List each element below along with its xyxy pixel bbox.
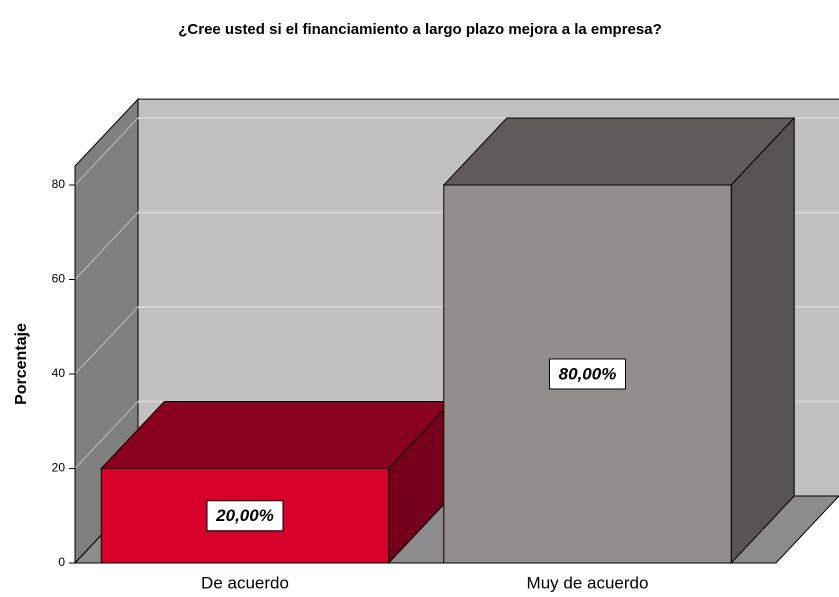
grid-line — [74, 212, 139, 280]
x-tick-label: Muy de acuerdo — [527, 573, 649, 592]
chart-title: ¿Cree usted si el financiamiento a largo… — [178, 21, 662, 38]
x-tick-label: De acuerdo — [201, 573, 289, 592]
grid-line — [74, 306, 139, 375]
grid-line — [74, 117, 139, 186]
y-tick-label: 0 — [58, 555, 65, 569]
y-tick-label: 80 — [52, 177, 66, 191]
y-tick-label: 60 — [52, 272, 66, 286]
y-tick-label: 40 — [52, 366, 66, 380]
value-label: 80,00% — [559, 364, 617, 383]
value-label-box — [548, 358, 626, 390]
value-label-box — [206, 500, 284, 532]
value-label: 20,00% — [215, 506, 274, 525]
y-axis-label: Porcentaje — [13, 323, 30, 405]
y-tick-label: 20 — [52, 461, 66, 475]
bar-side — [730, 116, 795, 565]
grid-line — [74, 401, 139, 469]
